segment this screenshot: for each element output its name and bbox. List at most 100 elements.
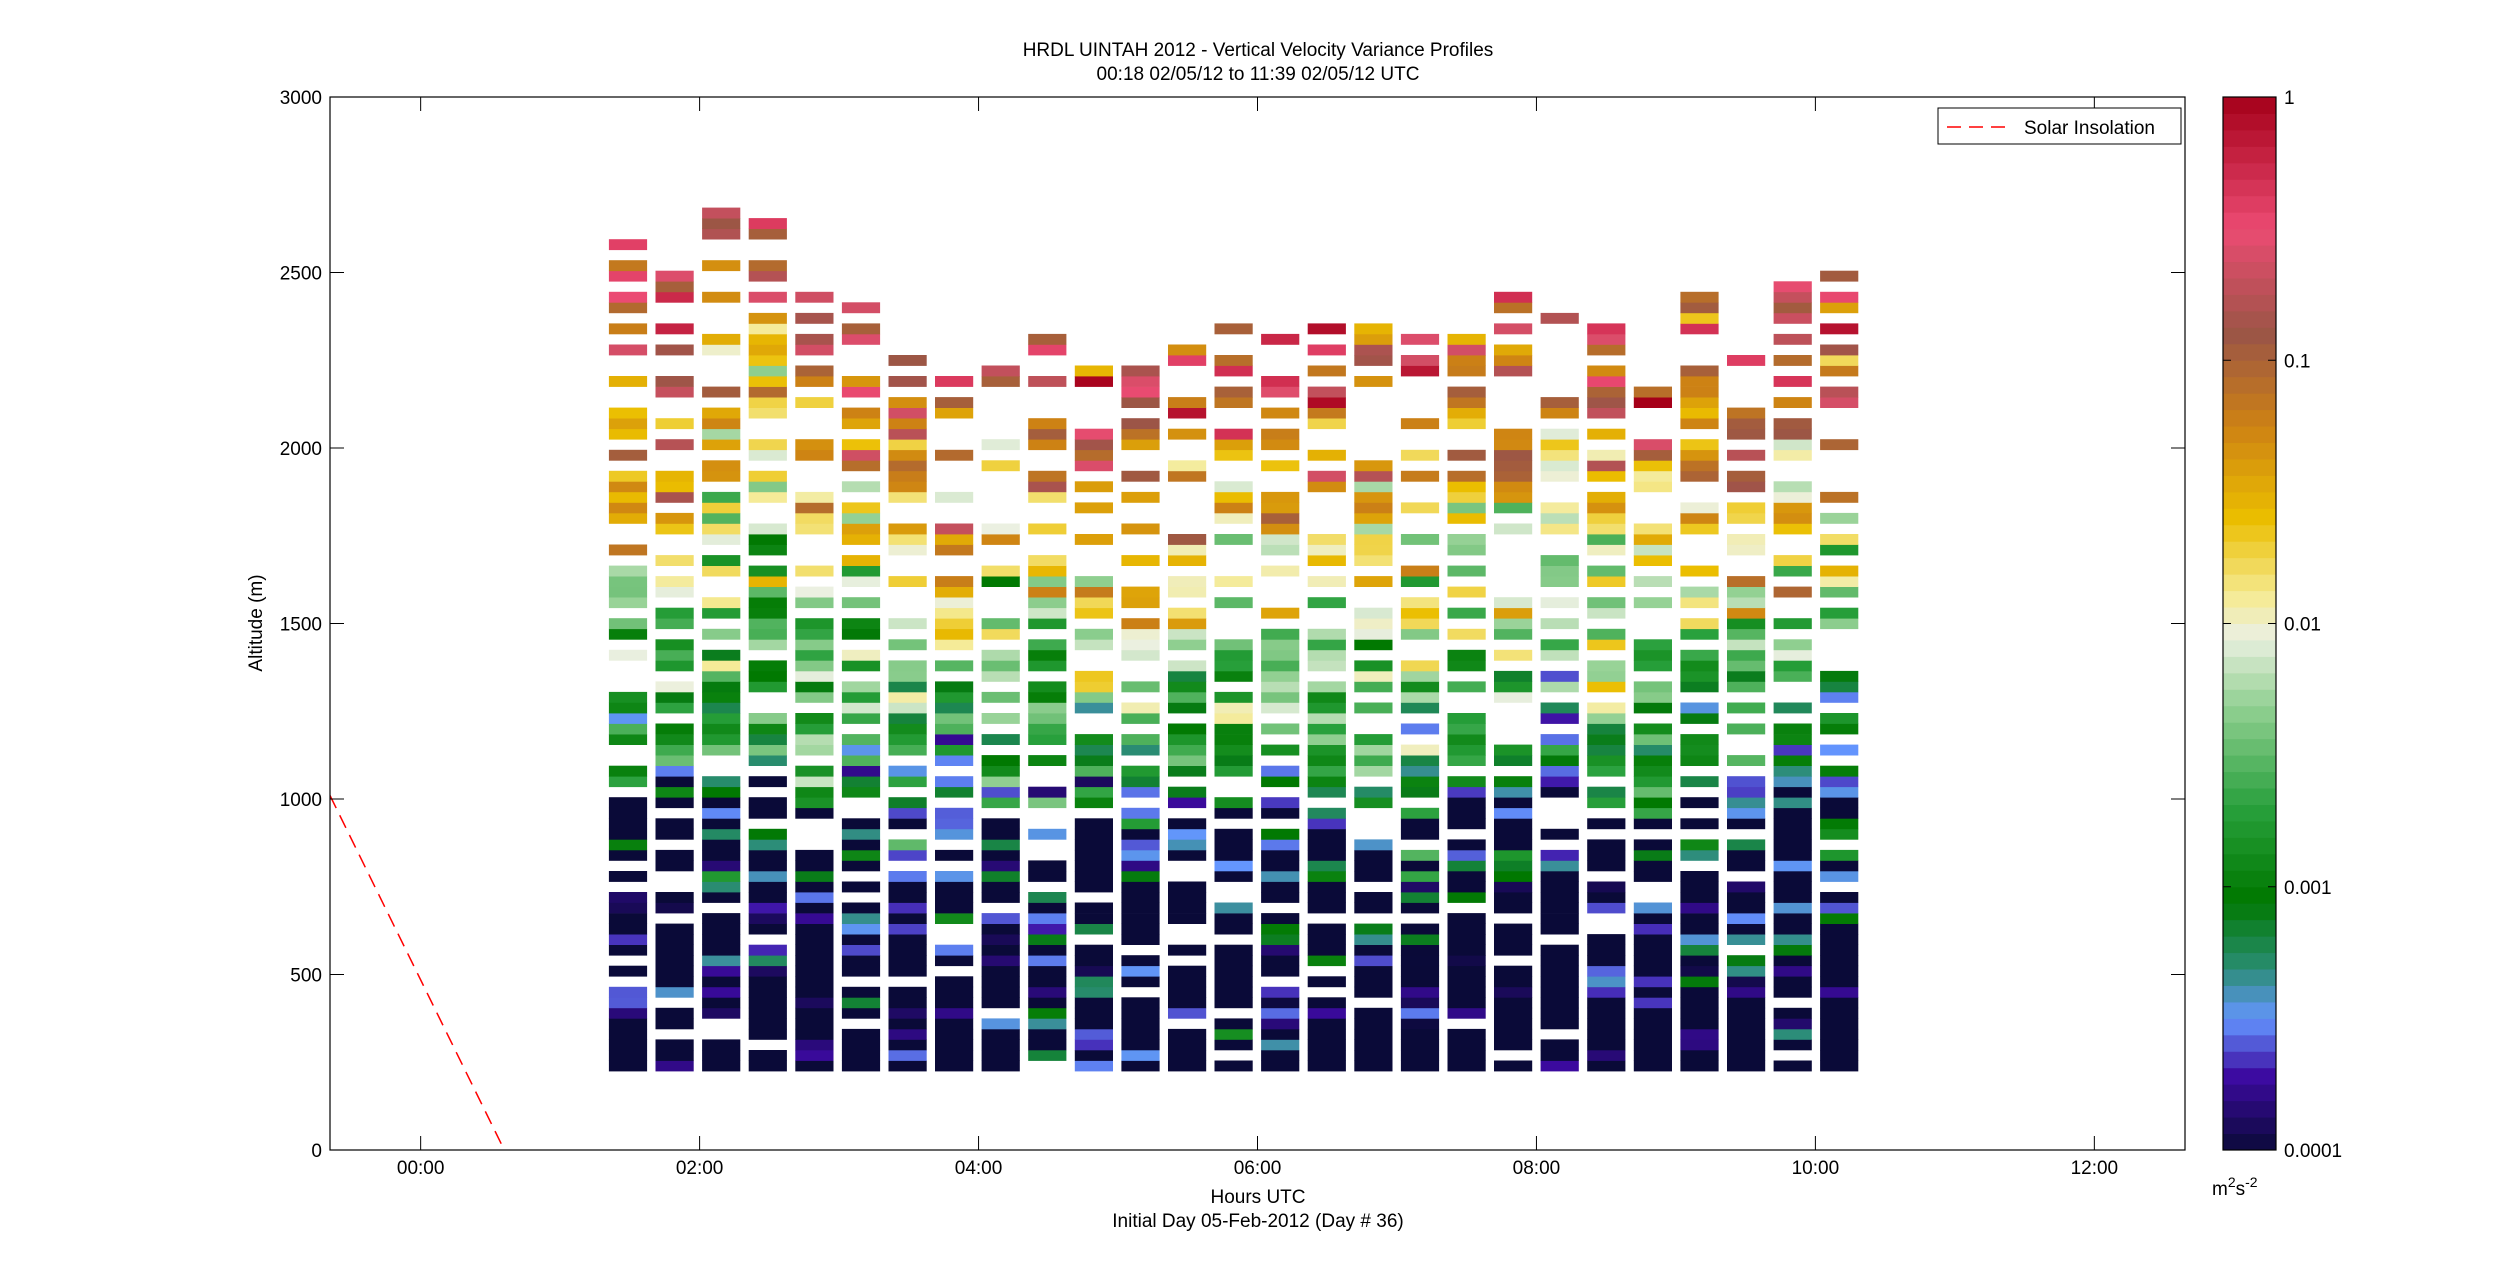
variance-cell	[1494, 681, 1533, 693]
variance-cell	[1587, 523, 1626, 535]
variance-cell	[888, 544, 927, 556]
variance-cell	[702, 428, 741, 440]
colorbar-segment	[2223, 261, 2276, 279]
variance-cell	[1121, 892, 1160, 903]
variance-cell	[1494, 807, 1533, 819]
colorbar-segment	[2223, 788, 2276, 805]
variance-cells	[608, 207, 1859, 1072]
variance-cell	[1354, 512, 1393, 524]
variance-cell	[1028, 491, 1067, 503]
variance-cell	[1261, 660, 1300, 672]
variance-cell	[1727, 702, 1766, 714]
variance-cell	[1494, 355, 1533, 366]
colorbar-segment	[2223, 738, 2276, 756]
variance-cell	[702, 860, 741, 872]
variance-cell	[1820, 965, 1859, 977]
variance-cell	[1494, 597, 1533, 609]
variance-cell	[1727, 607, 1766, 619]
variance-cell	[1168, 765, 1207, 777]
variance-cell	[1168, 976, 1207, 988]
variance-cell	[1121, 976, 1160, 988]
variance-cell	[1727, 818, 1766, 830]
variance-cell	[1354, 734, 1393, 745]
variance-cell	[1168, 618, 1207, 630]
variance-cell	[935, 776, 974, 788]
variance-cell	[702, 776, 741, 788]
variance-cell	[1494, 849, 1533, 861]
variance-cell	[1121, 1018, 1160, 1030]
variance-cell	[1680, 849, 1719, 861]
variance-cell	[1354, 660, 1393, 672]
variance-cell	[1447, 586, 1486, 598]
variance-cell	[1261, 1060, 1300, 1072]
variance-cell	[1261, 965, 1300, 977]
colorbar-segment	[2223, 491, 2276, 509]
variance-cell	[1028, 828, 1067, 840]
variance-cell	[841, 418, 881, 430]
variance-cell	[1820, 386, 1859, 398]
variance-cell	[1820, 565, 1859, 577]
variance-cell	[888, 481, 927, 493]
variance-cell	[795, 333, 834, 345]
variance-cell	[1680, 565, 1719, 577]
variance-cell	[1633, 797, 1672, 809]
variance-cell	[1540, 923, 1579, 935]
variance-cell	[841, 1039, 881, 1051]
variance-cell	[1447, 986, 1486, 998]
variance-cell	[841, 755, 881, 766]
variance-cell	[1773, 439, 1812, 451]
variance-cell	[1261, 502, 1300, 514]
variance-cell	[1773, 786, 1812, 798]
variance-cell	[1354, 333, 1393, 345]
variance-cell	[1820, 586, 1859, 598]
variance-cell	[1261, 1007, 1300, 1019]
variance-cell	[1494, 1060, 1533, 1072]
variance-cell	[1773, 723, 1812, 735]
variance-cell	[1168, 576, 1207, 587]
variance-cell	[1168, 755, 1207, 766]
variance-cell	[841, 691, 881, 703]
variance-cell	[1074, 828, 1113, 840]
variance-cell	[1400, 944, 1440, 956]
variance-cell	[1494, 460, 1533, 472]
variance-cell	[1773, 291, 1812, 303]
variance-cell	[1727, 1060, 1766, 1072]
variance-cell	[1028, 871, 1067, 882]
variance-cell	[1121, 776, 1160, 788]
variance-cell	[1028, 1050, 1067, 1061]
variance-cell	[1587, 470, 1626, 482]
variance-cell	[1400, 691, 1440, 703]
variance-cell	[981, 976, 1020, 988]
variance-cell	[1028, 428, 1067, 440]
variance-cell	[841, 576, 881, 587]
colorbar-segment	[2223, 1117, 2276, 1135]
variance-cell	[1261, 913, 1300, 924]
variance-cell	[1587, 449, 1626, 461]
variance-cell	[981, 576, 1020, 587]
variance-cell	[1633, 386, 1672, 398]
variance-cell	[748, 407, 787, 419]
colorbar-segment	[2223, 705, 2276, 723]
variance-cell	[1028, 586, 1067, 598]
variance-cell	[1773, 807, 1812, 819]
variance-cell	[795, 397, 834, 408]
variance-cell	[1261, 807, 1300, 819]
variance-cell	[608, 713, 648, 724]
variance-cell	[888, 871, 927, 882]
variance-cell	[1400, 1039, 1440, 1051]
variance-cell	[1074, 597, 1113, 609]
variance-cell	[1773, 355, 1812, 366]
variance-cell	[1400, 786, 1440, 798]
variance-cell	[1587, 639, 1626, 651]
variance-cell	[1214, 734, 1253, 745]
variance-cell	[795, 765, 834, 777]
variance-cell	[1168, 1007, 1207, 1019]
variance-cell	[702, 470, 741, 482]
variance-cell	[748, 713, 787, 724]
variance-cell	[608, 270, 648, 282]
variance-cell	[1633, 597, 1672, 609]
variance-cell	[1400, 502, 1440, 514]
variance-cell	[1354, 1007, 1393, 1019]
variance-cell	[1587, 407, 1626, 419]
